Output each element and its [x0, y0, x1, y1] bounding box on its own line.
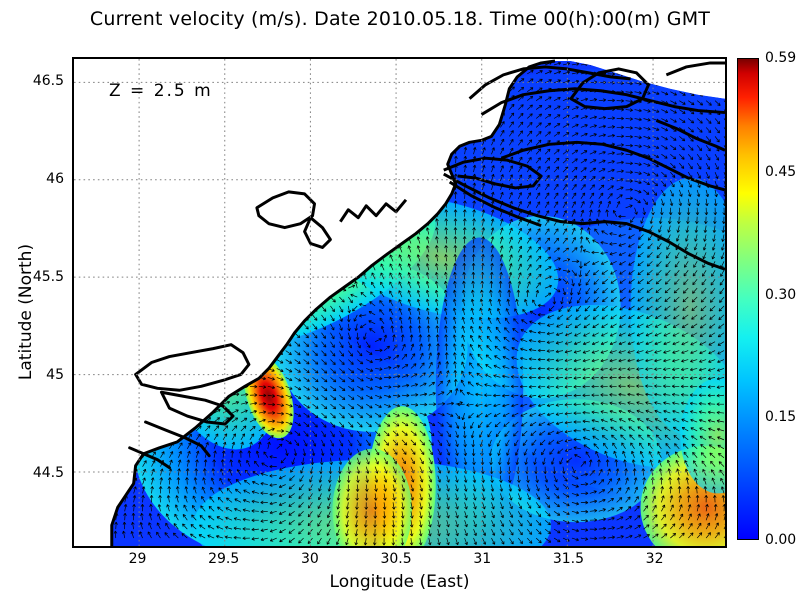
x-axis-label: Longitude (East)	[329, 572, 470, 592]
x-tick-label: 32	[645, 551, 664, 567]
figure-title: Current velocity (m/s). Date 2010.05.18.…	[89, 8, 711, 30]
map-gridlines	[74, 59, 725, 546]
colorbar-tick-label: 0.45	[765, 164, 797, 181]
depth-annotation: Z = 2.5 m	[109, 81, 213, 101]
x-tick-label: 29.5	[208, 551, 240, 567]
colorbar-tick-label: 0.15	[765, 409, 797, 426]
colorbar[interactable]	[737, 58, 759, 540]
y-tick-label: 45.5	[32, 268, 64, 285]
y-axis-label: Latitude (North)	[16, 243, 36, 381]
y-tick-label: 45	[46, 367, 64, 384]
x-tick-label: 30	[300, 551, 319, 567]
colorbar-gradient	[738, 59, 758, 539]
y-tick-label: 44.5	[32, 465, 64, 482]
x-tick-label: 30.5	[380, 551, 412, 567]
x-tick-label: 31	[473, 551, 492, 567]
colorbar-tick-label: 0.59	[765, 50, 797, 66]
y-tick-label: 46.5	[32, 72, 64, 89]
y-tick-label: 46	[46, 170, 64, 187]
x-tick-label: 31.5	[552, 551, 584, 567]
colorbar-tick-label: 0.00	[765, 532, 797, 548]
coastline-overlay	[74, 59, 725, 546]
x-tick-label: 29	[128, 551, 147, 567]
colorbar-tick-label: 0.30	[765, 286, 797, 303]
map-plot-area[interactable]: Z = 2.5 m	[72, 57, 727, 548]
